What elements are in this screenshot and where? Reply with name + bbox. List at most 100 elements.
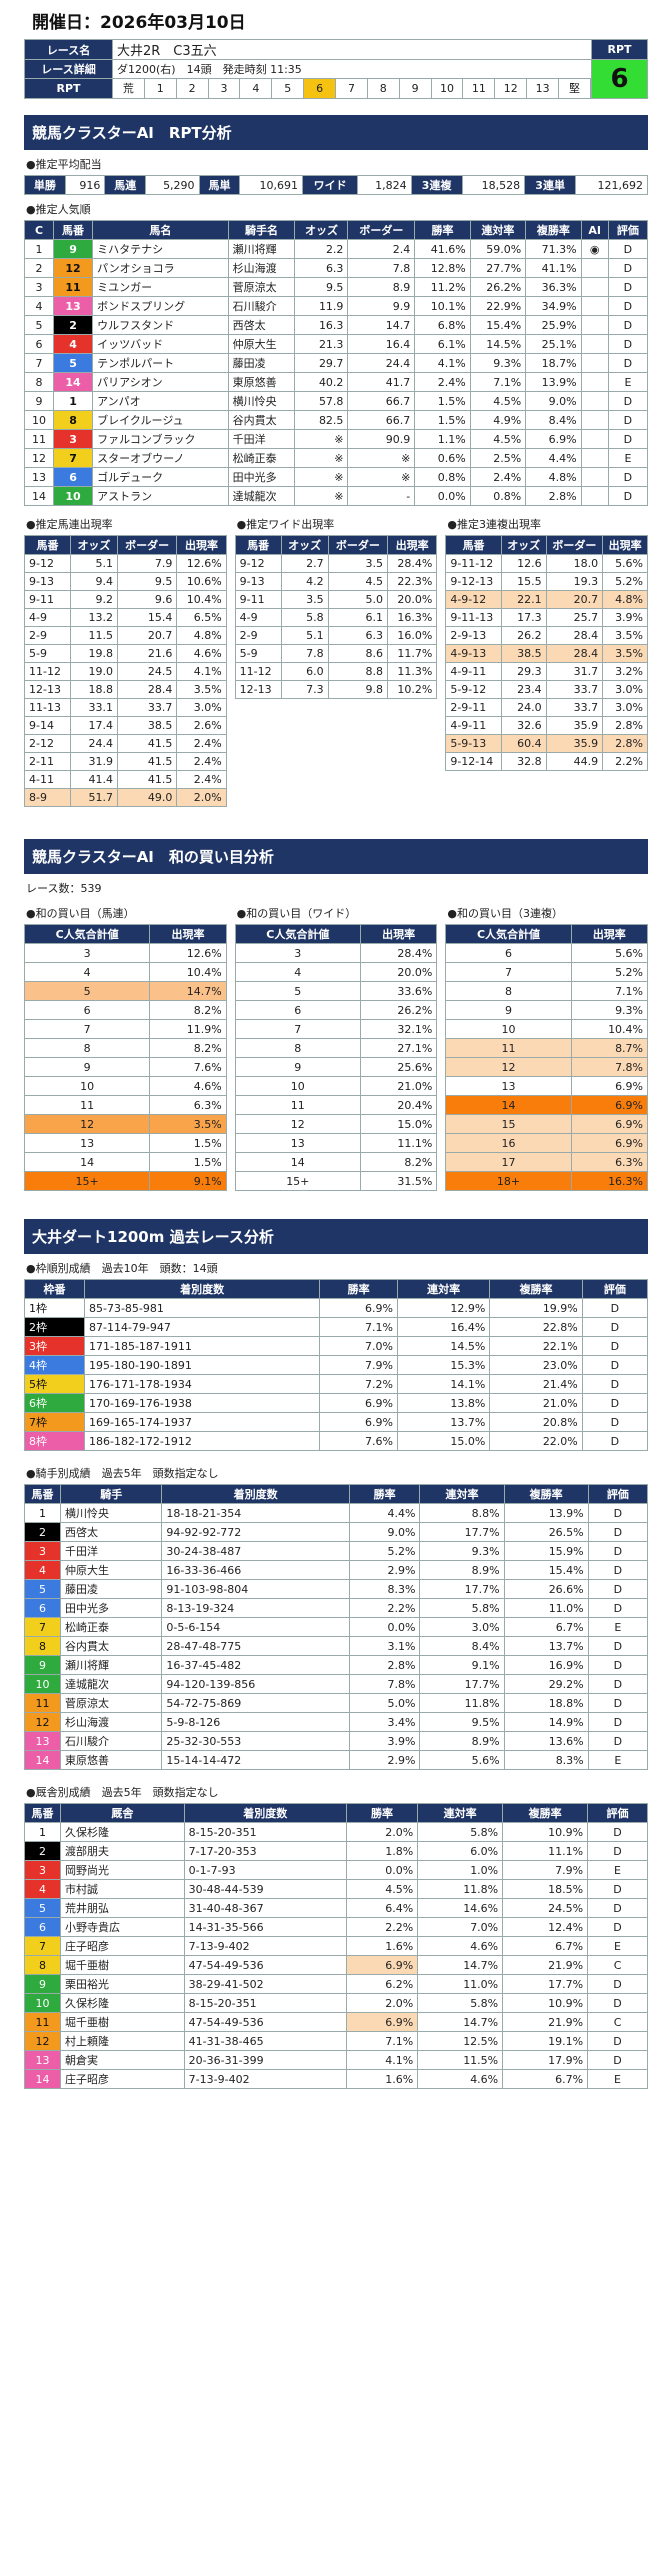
- trainer-name: 渡部朋夫: [60, 1841, 185, 1861]
- rating: D: [587, 1993, 648, 2013]
- rate: 10.2%: [387, 680, 438, 699]
- wa-row: 5 33.6%: [234, 981, 438, 1001]
- border: 33.7: [116, 698, 178, 717]
- combo-header: ボーダー: [327, 535, 389, 555]
- combo-header: 出現率: [176, 535, 227, 555]
- place2-rate: 14.5%: [396, 1336, 491, 1356]
- horse-number: 6: [52, 467, 94, 487]
- popularity-row: 14 10 アストラン 達城龍次 ※ -0.0% 0.8% 2.8% D: [24, 486, 649, 506]
- payout-type-label: 3連複: [410, 175, 463, 195]
- trainer-header: 評価: [587, 1803, 648, 1823]
- place2-rate: 7.0%: [417, 1917, 504, 1937]
- combo: 5-9-13: [445, 734, 502, 753]
- ai-mark: [580, 315, 609, 335]
- wa-sum: 9: [23, 1057, 151, 1077]
- rating: E: [587, 1750, 649, 1770]
- trainer-header: 厩舎: [60, 1803, 185, 1823]
- border: 8.6: [327, 644, 389, 663]
- jockey-name: 東原悠善: [227, 372, 296, 392]
- popularity-row: 9 1 アンパオ 横川怜央 57.8 66.7 1.5% 4.5% 9.0% D: [24, 391, 649, 411]
- rate: 12.6%: [176, 554, 227, 573]
- rate: 16.3%: [387, 608, 438, 627]
- wa-row: 15+ 31.5%: [234, 1171, 438, 1191]
- record: 30-48-44-539: [183, 1879, 347, 1899]
- record: 31-40-48-367: [183, 1898, 347, 1918]
- wa-wide-label: ●和の買い目（ワイド）: [236, 907, 357, 920]
- rating: D: [587, 1503, 649, 1523]
- popularity-header: オッズ: [294, 220, 349, 240]
- win-rate: 7.1%: [319, 1317, 398, 1337]
- place2-rate: 14.5%: [469, 334, 527, 354]
- wa-wide-table: C人気合計値 出現率 3 28.4% 4 20.0% 5 33.6% 6 26.2% 7 32.1% 8…: [234, 924, 438, 1191]
- sanren-label: ●推定3連複出現率: [447, 518, 541, 531]
- race-count: レース数：539: [26, 882, 102, 895]
- section-course-title: 大井ダート1200m 過去レース分析: [24, 1219, 648, 1254]
- wa-rate: 6.9%: [570, 1133, 649, 1153]
- rate: 2.4%: [176, 734, 227, 753]
- horse-number: 10: [24, 1674, 61, 1694]
- horse-number: 1: [24, 1822, 61, 1842]
- wa-row: 9 7.6%: [23, 1057, 227, 1077]
- trainer-header: 馬番: [24, 1803, 61, 1823]
- win-rate: 7.6%: [319, 1431, 398, 1451]
- border: 31.7: [545, 662, 604, 681]
- win-rate: 5.0%: [348, 1693, 421, 1713]
- trainer-row: 9 栗田裕光 38-29-41-502 6.2% 11.0% 17.7% D: [24, 1974, 648, 1994]
- win-rate: 5.2%: [348, 1541, 421, 1561]
- jockey-row: 12 杉山海渡 5-9-8-126 3.4% 9.5% 14.9% D: [24, 1712, 649, 1732]
- place2-rate: 8.9%: [419, 1560, 505, 1580]
- wa-rate: 10.4%: [570, 1019, 649, 1039]
- horse-number: 9: [24, 1655, 61, 1675]
- win-rate: 1.8%: [345, 1841, 419, 1861]
- win-rate: 3.4%: [348, 1712, 421, 1732]
- combo-row: 9-11-13 17.3 25.7 3.9%: [445, 608, 649, 627]
- win-rate: 0.8%: [414, 467, 471, 487]
- wa-rate: 6.9%: [570, 1076, 649, 1096]
- wa-rate: 1.5%: [149, 1152, 227, 1172]
- payout-type-label: 単勝: [24, 175, 66, 195]
- record: 7-13-9-402: [183, 2069, 347, 2089]
- wa-sum: 5: [23, 981, 151, 1001]
- combo: 9-12: [234, 554, 282, 573]
- win-rate: 0.0%: [345, 1860, 419, 1880]
- place2-rate: 11.8%: [419, 1693, 505, 1713]
- wa-header-rate: 出現率: [570, 924, 649, 944]
- odds: 32.8: [500, 752, 547, 771]
- trainer-row: 5 荒井朋弘 31-40-48-367 6.4% 14.6% 24.5% D: [24, 1898, 648, 1918]
- rate: 3.2%: [602, 662, 649, 681]
- pop-rank: 2: [24, 258, 54, 278]
- combo: 9-11: [24, 590, 71, 609]
- payout-type-label: 馬連: [104, 175, 147, 195]
- popularity-row: 1 9 ミハタテナシ 瀬川将輝 2.2 2.4 41.6% 59.0% 71.3% ◉ D: [24, 239, 649, 259]
- pop-rank: 11: [24, 429, 54, 449]
- place3-rate: 22.8%: [489, 1317, 583, 1337]
- wa-rate: 33.6%: [359, 981, 438, 1001]
- place3-rate: 26.5%: [503, 1522, 589, 1542]
- combo: 2-9-11: [445, 698, 502, 717]
- jockey-row: 10 達城龍次 94-120-139-856 7.8% 17.7% 29.2% D: [24, 1674, 649, 1694]
- ai-mark: [580, 334, 609, 354]
- wa-rate: 9.3%: [570, 1000, 649, 1020]
- combo-row: 2-11 31.9 41.5 2.4%: [24, 752, 227, 771]
- combo-row: 2-9 11.5 20.7 4.8%: [24, 626, 227, 645]
- place3-rate: 13.6%: [503, 1731, 589, 1751]
- rating: E: [587, 1860, 648, 1880]
- rate: 4.8%: [602, 590, 649, 609]
- odds: 24.4: [69, 734, 118, 753]
- wa-rate: 5.6%: [570, 943, 649, 963]
- trainer-row: 3 岡野尚光 0-1-7-93 0.0% 1.0% 7.9% E: [24, 1860, 648, 1880]
- horse-name: ボンドスプリング: [92, 296, 229, 316]
- wa-rate: 7.6%: [149, 1057, 227, 1077]
- horse-number: 10: [24, 1993, 61, 2013]
- record: 94-120-139-856: [161, 1674, 350, 1694]
- rating: D: [607, 258, 649, 278]
- sanren-table: 馬番 オッズ ボーダー 出現率 9-11-12 12.6 18.0 5.6% 9-12-13 15…: [445, 535, 649, 771]
- trainer-name: 村上頼隆: [60, 2031, 185, 2051]
- combo: 11-12: [234, 662, 282, 681]
- jockey-name: 西啓太: [59, 1522, 163, 1542]
- combo: 4-9-13: [445, 644, 502, 663]
- odds: 29.7: [294, 353, 349, 373]
- place3-rate: 23.0%: [489, 1355, 583, 1375]
- border: 66.7: [347, 391, 416, 411]
- place2-rate: 26.2%: [469, 277, 527, 297]
